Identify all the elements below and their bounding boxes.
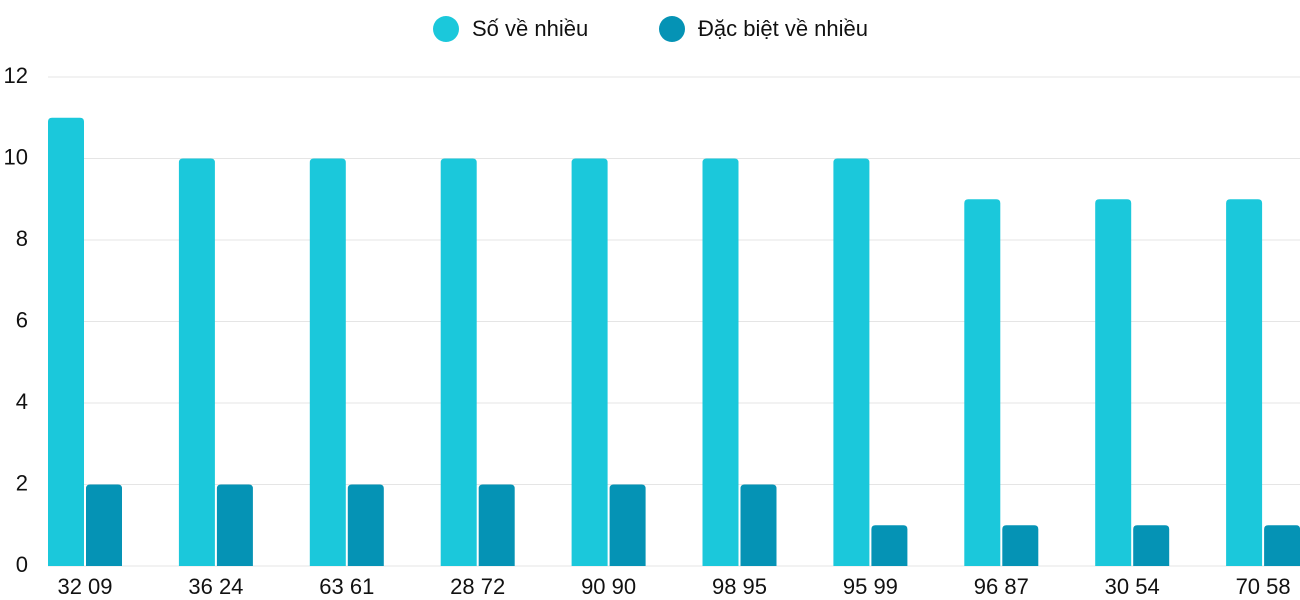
bar — [1264, 525, 1300, 566]
bar — [1002, 525, 1039, 566]
bar — [478, 484, 515, 566]
x-tick-label: 96 87 — [974, 574, 1029, 599]
bar — [702, 158, 739, 566]
y-tick-label: 8 — [16, 226, 28, 251]
bar — [347, 484, 384, 566]
x-tick-label: 90 90 — [581, 574, 636, 599]
x-tick-label: 36 24 — [188, 574, 243, 599]
bar — [178, 158, 215, 566]
x-tick-label: 70 58 — [1236, 574, 1291, 599]
bar — [309, 158, 346, 566]
bar — [440, 158, 477, 566]
bar — [216, 484, 253, 566]
x-tick-label: 30 54 — [1105, 574, 1160, 599]
legend-marker — [433, 16, 459, 42]
y-tick-label: 0 — [16, 552, 28, 577]
bar — [964, 199, 1001, 566]
bar — [48, 117, 84, 566]
y-tick-label: 10 — [4, 144, 28, 169]
bar — [1226, 199, 1263, 566]
x-tick-label: 63 61 — [319, 574, 374, 599]
bar — [1133, 525, 1170, 566]
bar — [871, 525, 908, 566]
y-tick-label: 2 — [16, 470, 28, 495]
legend-marker — [659, 16, 685, 42]
y-tick-label: 6 — [16, 307, 28, 332]
bar — [86, 484, 122, 566]
legend-label: Đặc biệt về nhiều — [698, 16, 868, 41]
y-tick-label: 12 — [4, 63, 28, 88]
bar — [740, 484, 777, 566]
bar — [833, 158, 870, 566]
bar — [609, 484, 646, 566]
x-tick-label: 95 99 — [843, 574, 898, 599]
bar — [571, 158, 608, 566]
x-tick-label: 32 09 — [57, 574, 112, 599]
x-tick-label: 98 95 — [712, 574, 767, 599]
legend-label: Số về nhiều — [472, 16, 588, 41]
x-tick-label: 28 72 — [450, 574, 505, 599]
y-tick-label: 4 — [16, 389, 28, 414]
bar — [1095, 199, 1132, 566]
